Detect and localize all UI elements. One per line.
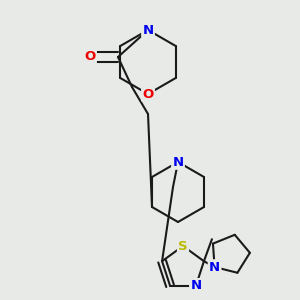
Text: N: N: [142, 23, 154, 37]
Text: N: N: [172, 155, 184, 169]
Text: O: O: [84, 50, 96, 64]
Text: S: S: [178, 239, 188, 253]
Text: O: O: [142, 88, 154, 100]
Text: N: N: [190, 279, 202, 292]
Text: N: N: [209, 261, 220, 274]
